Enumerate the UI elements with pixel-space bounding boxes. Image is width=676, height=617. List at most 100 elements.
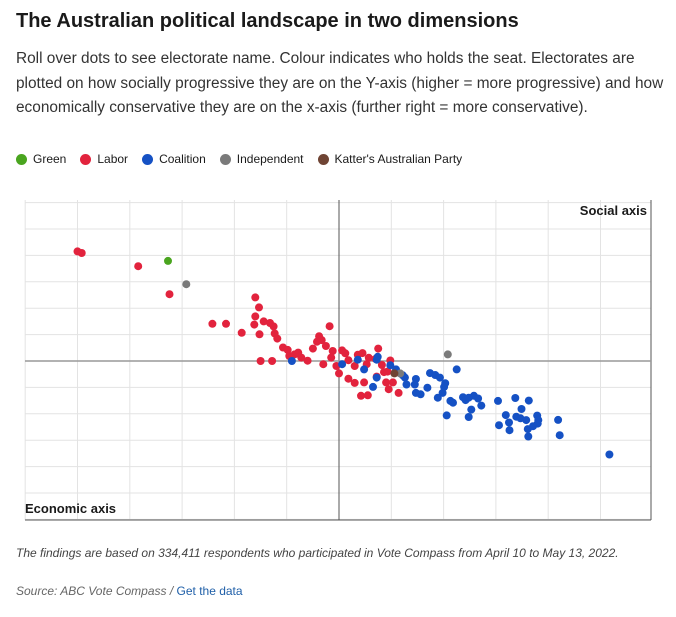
data-point-coalition[interactable] bbox=[517, 405, 526, 413]
data-point-labor[interactable] bbox=[328, 347, 337, 355]
data-point-labor[interactable] bbox=[344, 356, 353, 365]
data-point-labor[interactable] bbox=[364, 353, 373, 362]
data-point-labor[interactable] bbox=[350, 378, 359, 387]
data-point-coalition[interactable] bbox=[372, 373, 381, 382]
data-point-independent[interactable] bbox=[182, 280, 191, 289]
data-point-labor[interactable] bbox=[344, 374, 353, 383]
legend-label-katter: Katter's Australian Party bbox=[334, 152, 463, 166]
data-point-labor[interactable] bbox=[165, 290, 174, 299]
legend-item-independent[interactable]: Independent bbox=[219, 152, 304, 166]
data-point-coalition[interactable] bbox=[287, 357, 296, 365]
data-point-coalition[interactable] bbox=[440, 382, 449, 391]
data-point-labor[interactable] bbox=[77, 249, 86, 257]
legend-swatch-independent bbox=[219, 153, 231, 165]
data-point-labor[interactable] bbox=[255, 330, 264, 339]
data-point-coalition[interactable] bbox=[505, 418, 513, 427]
data-point-coalition[interactable] bbox=[452, 365, 461, 374]
data-point-coalition[interactable] bbox=[386, 361, 395, 370]
data-point-coalition[interactable] bbox=[474, 394, 483, 403]
legend-item-katter[interactable]: Katter's Australian Party bbox=[317, 152, 463, 166]
data-point-labor[interactable] bbox=[327, 353, 336, 362]
data-point-coalition[interactable] bbox=[373, 352, 382, 361]
data-point-coalition[interactable] bbox=[524, 396, 533, 405]
data-point-coalition[interactable] bbox=[464, 413, 473, 421]
data-point-coalition[interactable] bbox=[402, 380, 411, 389]
data-point-labor[interactable] bbox=[283, 345, 292, 354]
data-point-labor[interactable] bbox=[303, 356, 312, 365]
get-the-data-link[interactable]: Get the data bbox=[176, 584, 243, 598]
data-point-labor[interactable] bbox=[259, 317, 268, 326]
data-points bbox=[73, 247, 614, 459]
legend-swatch-katter bbox=[317, 153, 329, 165]
data-point-labor[interactable] bbox=[250, 320, 259, 329]
data-point-coalition[interactable] bbox=[369, 382, 377, 391]
data-point-labor[interactable] bbox=[255, 303, 263, 312]
data-point-labor[interactable] bbox=[134, 262, 143, 271]
data-point-labor[interactable] bbox=[317, 336, 326, 345]
data-point-labor[interactable] bbox=[358, 349, 367, 358]
data-point-coalition[interactable] bbox=[467, 405, 476, 414]
data-point-labor[interactable] bbox=[338, 346, 347, 355]
data-point-labor[interactable] bbox=[394, 388, 403, 397]
data-point-labor[interactable] bbox=[208, 319, 217, 328]
data-point-coalition[interactable] bbox=[477, 401, 486, 410]
data-point-coalition[interactable] bbox=[555, 431, 564, 440]
data-point-labor[interactable] bbox=[357, 391, 365, 400]
data-point-labor[interactable] bbox=[374, 344, 383, 353]
data-point-labor[interactable] bbox=[273, 334, 282, 343]
legend-label-coalition: Coalition bbox=[159, 152, 206, 166]
data-point-coalition[interactable] bbox=[554, 415, 563, 424]
data-point-labor[interactable] bbox=[335, 369, 343, 378]
data-point-coalition[interactable] bbox=[442, 411, 451, 420]
data-point-coalition[interactable] bbox=[505, 426, 514, 435]
data-point-labor[interactable] bbox=[384, 385, 393, 394]
legend-item-labor[interactable]: Labor bbox=[80, 152, 128, 166]
data-point-coalition[interactable] bbox=[338, 360, 347, 369]
source-line: Source: ABC Vote Compass / Get the data bbox=[16, 584, 243, 598]
legend-item-green[interactable]: Green bbox=[16, 152, 66, 166]
data-point-labor[interactable] bbox=[383, 367, 392, 376]
data-point-coalition[interactable] bbox=[435, 373, 444, 382]
data-point-coalition[interactable] bbox=[494, 396, 502, 405]
data-point-labor[interactable] bbox=[377, 361, 386, 369]
data-point-independent[interactable] bbox=[443, 350, 452, 359]
data-point-labor[interactable] bbox=[321, 342, 330, 350]
data-point-coalition[interactable] bbox=[433, 393, 442, 402]
data-point-labor[interactable] bbox=[325, 322, 334, 331]
data-point-labor[interactable] bbox=[222, 319, 230, 328]
data-point-labor[interactable] bbox=[256, 357, 265, 365]
data-point-labor[interactable] bbox=[251, 293, 260, 302]
data-point-coalition[interactable] bbox=[449, 398, 457, 407]
data-point-coalition[interactable] bbox=[353, 355, 362, 364]
data-point-coalition[interactable] bbox=[605, 450, 614, 459]
data-point-coalition[interactable] bbox=[411, 388, 420, 397]
data-point-coalition[interactable] bbox=[360, 365, 369, 374]
data-point-labor[interactable] bbox=[319, 360, 328, 369]
data-point-coalition[interactable] bbox=[410, 380, 419, 389]
data-point-labor[interactable] bbox=[268, 357, 277, 365]
data-point-labor[interactable] bbox=[382, 378, 391, 387]
data-point-green[interactable] bbox=[164, 256, 172, 265]
data-point-labor[interactable] bbox=[269, 322, 278, 331]
data-point-independent[interactable] bbox=[396, 369, 405, 378]
data-point-labor[interactable] bbox=[363, 391, 372, 400]
data-point-coalition[interactable] bbox=[511, 394, 520, 402]
data-point-coalition[interactable] bbox=[522, 416, 531, 425]
data-point-labor[interactable] bbox=[251, 312, 260, 321]
data-point-coalition[interactable] bbox=[524, 432, 533, 441]
data-point-katter-s-australian-party[interactable] bbox=[390, 369, 399, 378]
data-point-coalition[interactable] bbox=[423, 383, 432, 392]
data-point-coalition[interactable] bbox=[464, 393, 473, 402]
data-point-labor[interactable] bbox=[294, 348, 303, 357]
data-point-labor[interactable] bbox=[388, 378, 397, 387]
data-point-labor[interactable] bbox=[237, 328, 246, 337]
data-point-coalition[interactable] bbox=[501, 411, 510, 420]
data-point-labor[interactable] bbox=[350, 362, 359, 370]
data-point-coalition[interactable] bbox=[495, 421, 503, 430]
data-point-labor[interactable] bbox=[308, 344, 317, 353]
data-point-coalition[interactable] bbox=[533, 419, 542, 428]
data-point-labor[interactable] bbox=[360, 378, 369, 387]
legend-item-coalition[interactable]: Coalition bbox=[142, 152, 206, 166]
social-axis-label: Social axis bbox=[580, 203, 647, 218]
